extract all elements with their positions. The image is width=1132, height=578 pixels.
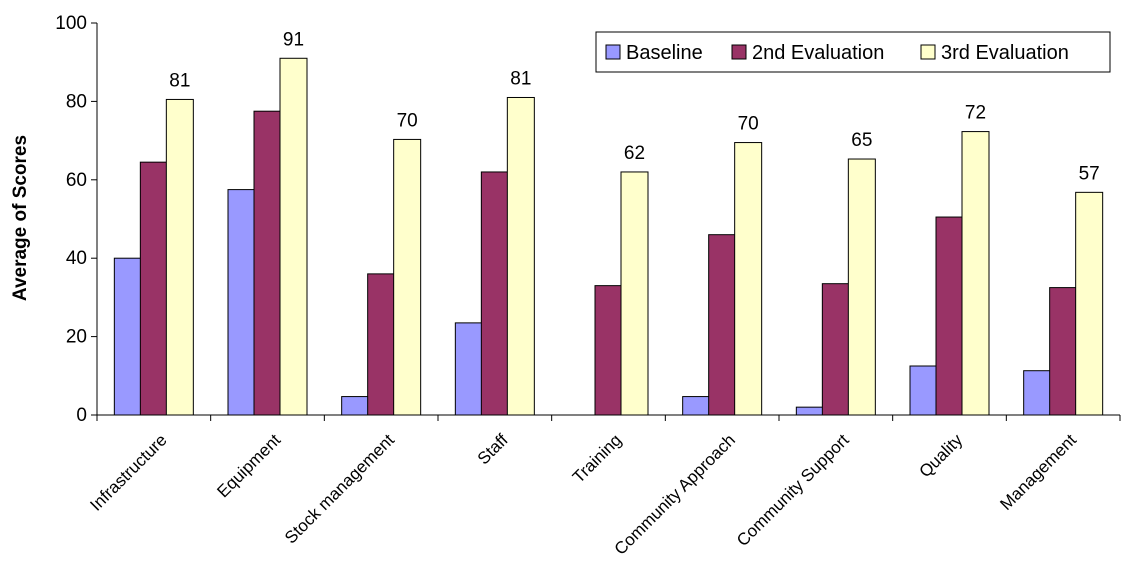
- legend-label: 3rd Evaluation: [941, 42, 1069, 64]
- legend-label: 2nd Evaluation: [752, 42, 884, 64]
- x-tick-label: Community Approach: [611, 430, 739, 558]
- bar-2nd-evaluation-5: [708, 234, 737, 416]
- bar-3rd-evaluation-7: [961, 131, 990, 416]
- x-tick-label: Community Support: [733, 430, 853, 550]
- bar-2nd-evaluation-0: [139, 161, 168, 416]
- bar-baseline-5: [682, 396, 711, 416]
- bar-2nd-evaluation-1: [253, 110, 282, 416]
- legend: Baseline 2nd Evaluation 3rd Evaluation: [595, 31, 1111, 73]
- x-tick-label: Stock management: [281, 430, 398, 547]
- x-tick-label: Equipment: [213, 430, 284, 501]
- bar-2nd-evaluation-2: [367, 273, 396, 416]
- bar-2nd-evaluation-6: [821, 283, 850, 416]
- bars-group: [113, 57, 1104, 416]
- data-label: 91: [283, 29, 304, 50]
- bar-2nd-evaluation-4: [594, 285, 623, 416]
- x-tick-label: Staff: [474, 430, 512, 468]
- legend-box: [595, 31, 1111, 73]
- x-tick-label: Management: [996, 430, 1080, 514]
- data-label: 81: [169, 70, 190, 91]
- y-tick-label: 80: [66, 91, 87, 112]
- bar-baseline-3: [454, 322, 483, 416]
- bar-2nd-evaluation-7: [935, 216, 964, 416]
- y-tick-label: 20: [66, 327, 87, 348]
- data-label: 81: [510, 68, 531, 89]
- bar-3rd-evaluation-1: [279, 57, 308, 416]
- legend-swatch: [731, 44, 747, 60]
- bar-2nd-evaluation-3: [480, 171, 509, 416]
- bar-2nd-evaluation-8: [1049, 287, 1078, 416]
- bar-baseline-6: [795, 406, 824, 416]
- bar-baseline-2: [341, 396, 370, 416]
- bar-3rd-evaluation-5: [734, 142, 763, 416]
- x-tick-label: Training: [569, 430, 625, 486]
- bar-3rd-evaluation-2: [393, 138, 422, 416]
- y-tick-label: 0: [76, 405, 87, 426]
- bar-3rd-evaluation-4: [620, 171, 649, 416]
- y-axis-title: Average of Scores: [10, 135, 31, 301]
- legend-swatch: [605, 44, 621, 60]
- y-tick-label: 100: [55, 13, 87, 34]
- bar-3rd-evaluation-6: [847, 158, 876, 416]
- data-label: 70: [397, 110, 418, 131]
- bar-baseline-1: [227, 189, 256, 416]
- bar-3rd-evaluation-8: [1075, 191, 1104, 416]
- x-tick-label: Quality: [915, 430, 966, 481]
- data-label: 57: [1079, 163, 1100, 184]
- data-label: 65: [851, 130, 872, 151]
- bar-baseline-8: [1023, 370, 1052, 416]
- data-label: 72: [965, 103, 986, 124]
- bar-3rd-evaluation-0: [165, 98, 194, 416]
- data-label: 70: [738, 114, 759, 135]
- y-tick-label: 40: [66, 248, 87, 269]
- legend-swatch: [920, 44, 936, 60]
- legend-label: Baseline: [626, 42, 703, 64]
- data-labels-group: 81 91 70 81 62 70 65 72 57: [169, 29, 1099, 184]
- data-label: 62: [624, 143, 645, 164]
- bar-baseline-0: [113, 257, 142, 416]
- y-tick-label: 60: [66, 170, 87, 191]
- x-tick-label: Infrastructure: [86, 430, 170, 514]
- bar-baseline-7: [909, 365, 938, 416]
- bar-3rd-evaluation-3: [506, 96, 535, 416]
